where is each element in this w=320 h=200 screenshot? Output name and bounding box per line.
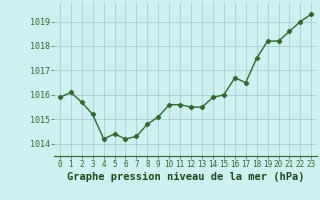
X-axis label: Graphe pression niveau de la mer (hPa): Graphe pression niveau de la mer (hPa) [67,172,304,182]
